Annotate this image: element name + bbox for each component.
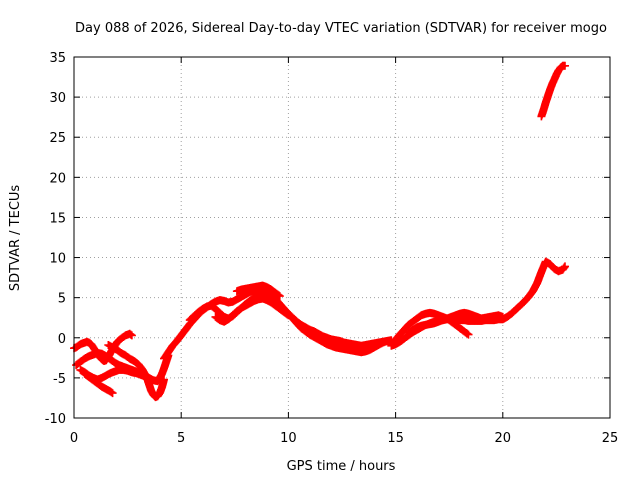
y-tick-label: 35 <box>49 51 66 66</box>
y-tick-label: 5 <box>58 292 66 307</box>
y-axis-label: SDTVAR / TECUs <box>8 185 23 292</box>
data-point <box>127 331 136 340</box>
data-point <box>160 375 168 384</box>
y-tick-label: -5 <box>53 372 66 387</box>
y-tick-label: 30 <box>49 91 66 106</box>
y-tick-label: -10 <box>45 412 66 427</box>
data-point <box>498 312 507 321</box>
data-point <box>464 330 473 339</box>
data-point <box>274 291 283 300</box>
data-point <box>463 329 472 338</box>
plot-frame <box>73 56 611 419</box>
x-tick-label: 10 <box>280 431 297 446</box>
x-tick-label: 25 <box>602 431 619 446</box>
axis-ticks: -10 -5 0 5 10 15 20 25 30 35 0 5 10 15 20 25 <box>45 51 619 446</box>
data-point <box>561 262 569 271</box>
data-point <box>284 311 293 320</box>
x-tick-label: 15 <box>387 431 404 446</box>
y-tick-label: 15 <box>49 211 66 226</box>
data-point <box>107 388 116 397</box>
data-series <box>70 61 569 402</box>
grid-lines <box>74 57 610 418</box>
series-arc-4 <box>80 369 117 398</box>
data-point <box>275 292 284 301</box>
series-arc-13 <box>537 61 569 121</box>
series-arc-1 <box>70 329 136 365</box>
y-tick-label: 10 <box>49 252 66 267</box>
x-tick-label: 20 <box>495 431 512 446</box>
series-arc-9 <box>232 281 284 301</box>
data-point <box>561 61 569 70</box>
series-arc-5 <box>104 341 168 402</box>
data-point <box>108 389 117 398</box>
x-tick-label: 0 <box>70 431 78 446</box>
chart-title: Day 088 of 2026, Sidereal Day-to-day VTE… <box>75 21 607 36</box>
x-tick-label: 5 <box>177 431 185 446</box>
series-arc-12 <box>404 308 507 337</box>
y-tick-label: 20 <box>49 171 66 186</box>
x-axis-label: GPS time / hours <box>287 459 396 474</box>
y-tick-label: 25 <box>49 131 66 146</box>
y-tick-label: 0 <box>58 332 66 347</box>
series-arc-8 <box>211 294 293 326</box>
